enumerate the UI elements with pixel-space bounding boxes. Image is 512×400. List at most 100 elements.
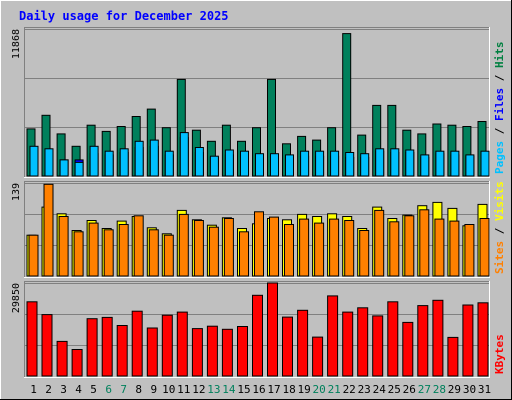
- x-tick-label-24: 24: [373, 383, 387, 396]
- bar-pages-day-27: [420, 154, 430, 177]
- legend-label-part: /: [493, 68, 506, 88]
- bar-sites-day-16: [254, 211, 264, 277]
- bar-pages-day-28: [435, 150, 445, 177]
- bar-pages-day-10: [164, 150, 174, 177]
- x-tick-label-25: 25: [388, 383, 401, 396]
- legend-label-part: /: [493, 221, 506, 241]
- bar-kbytes-day-27: [417, 305, 429, 377]
- bar-kbytes-day-3: [56, 340, 68, 377]
- bar-kbytes-day-4: [71, 349, 83, 377]
- bar-pages-day-11: [179, 132, 189, 177]
- x-tick-label-26: 26: [403, 383, 416, 396]
- panel-max-label: 11868: [11, 29, 22, 59]
- x-tick-label-17: 17: [267, 383, 280, 396]
- bar-kbytes-day-20: [312, 336, 324, 377]
- bar-pages-day-4: [74, 161, 84, 177]
- bar-pages-day-17: [270, 153, 279, 177]
- bar-kbytes-day-11: [176, 311, 188, 377]
- x-tick-label-2: 2: [45, 383, 52, 396]
- x-tick-label-15: 15: [237, 383, 250, 396]
- bar-sites-day-17: [269, 216, 279, 277]
- x-tick-label-19: 19: [297, 383, 310, 396]
- bar-kbytes-day-25: [387, 301, 399, 377]
- bar-kbytes-day-21: [327, 295, 339, 377]
- bar-sites-day-15: [239, 231, 249, 277]
- chart-panels: 11868 Pages / Files / Hits 139 Sites / Visi…: [11, 27, 506, 378]
- x-tick-label-1: 1: [30, 383, 37, 396]
- bar-kbytes-day-10: [161, 314, 173, 377]
- bar-kbytes-day-15: [237, 326, 248, 377]
- bar-sites-day-18: [284, 224, 294, 277]
- bar-kbytes-day-6: [101, 316, 113, 377]
- x-tick-label-20: 20: [312, 383, 325, 396]
- x-tick-label-23: 23: [358, 383, 371, 396]
- x-tick-label-11: 11: [177, 383, 190, 396]
- bar-kbytes-day-8: [131, 310, 143, 377]
- bar-kbytes-day-19: [297, 309, 309, 377]
- bar-sites-day-11: [178, 213, 189, 277]
- bar-sites-day-7: [118, 224, 129, 277]
- bar-kbytes-day-28: [432, 299, 444, 377]
- bar-pages-day-20: [315, 150, 325, 177]
- legend-label-part: /: [493, 121, 506, 141]
- bar-kbytes-day-24: [372, 315, 384, 377]
- bar-sites-day-2: [43, 183, 54, 277]
- bar-sites-day-6: [103, 229, 114, 277]
- bar-pages-day-22: [345, 152, 355, 177]
- bar-sites-day-13: [208, 226, 219, 277]
- bar-sites-day-28: [434, 218, 445, 277]
- bar-sites-day-3: [58, 216, 69, 277]
- x-tick-label-7: 7: [120, 383, 127, 396]
- panel-2: 139 Sites / Visits: [11, 181, 506, 278]
- panel-legend-label: Sites / Visits: [493, 181, 506, 274]
- bar-pages-day-18: [285, 154, 294, 177]
- x-tick-label-9: 9: [150, 383, 157, 396]
- bar-kbytes-day-18: [282, 316, 293, 377]
- x-tick-label-21: 21: [328, 383, 341, 396]
- bar-pages-day-26: [405, 149, 415, 177]
- bar-sites-day-25: [389, 221, 400, 277]
- x-tick-label-29: 29: [448, 383, 461, 396]
- x-tick-label-18: 18: [282, 383, 295, 396]
- bar-kbytes-day-26: [402, 321, 414, 377]
- bar-pages-day-9: [149, 139, 159, 177]
- bar-sites-day-19: [299, 218, 310, 277]
- legend-label-part: Pages: [493, 141, 506, 174]
- panel-max-label: 29850: [11, 283, 22, 313]
- legend-label-part: Files: [493, 88, 506, 121]
- bar-kbytes-day-30: [462, 304, 474, 377]
- legend-label-part: KBytes: [493, 334, 506, 374]
- panel-3: 29850 KBytes: [11, 281, 506, 378]
- bar-sites-day-26: [404, 215, 415, 277]
- panel-1: 11868 Pages / Files / Hits: [11, 27, 506, 178]
- bar-pages-day-12: [194, 147, 204, 177]
- bar-pages-day-3: [59, 159, 69, 177]
- bar-pages-day-13: [209, 155, 219, 177]
- bar-pages-day-2: [44, 148, 54, 177]
- x-tick-label-14: 14: [222, 383, 236, 396]
- bar-kbytes-day-13: [206, 325, 218, 377]
- bar-sites-day-4: [73, 231, 84, 277]
- bar-pages-day-16: [255, 153, 264, 177]
- bar-sites-day-20: [314, 222, 325, 277]
- bar-sites-day-12: [193, 220, 204, 277]
- bar-pages-day-31: [480, 150, 490, 177]
- bar-sites-day-14: [223, 218, 234, 277]
- x-tick-label-13: 13: [207, 383, 220, 396]
- bar-kbytes-day-2: [41, 314, 53, 377]
- bar-pages-day-6: [104, 150, 114, 177]
- bar-sites-day-30: [464, 224, 475, 277]
- bar-pages-day-7: [119, 148, 129, 177]
- x-tick-label-4: 4: [75, 383, 82, 396]
- bar-kbytes-day-31: [477, 302, 489, 377]
- bar-kbytes-day-22: [342, 311, 354, 377]
- legend-label-part: Sites: [493, 241, 506, 274]
- bar-pages-day-15: [240, 150, 249, 177]
- bar-kbytes-day-5: [86, 318, 98, 377]
- bar-kbytes-day-23: [357, 307, 369, 377]
- x-tick-label-8: 8: [135, 383, 142, 396]
- bar-pages-day-19: [300, 150, 310, 177]
- x-tick-label-3: 3: [60, 383, 67, 396]
- bar-pages-day-21: [330, 150, 340, 177]
